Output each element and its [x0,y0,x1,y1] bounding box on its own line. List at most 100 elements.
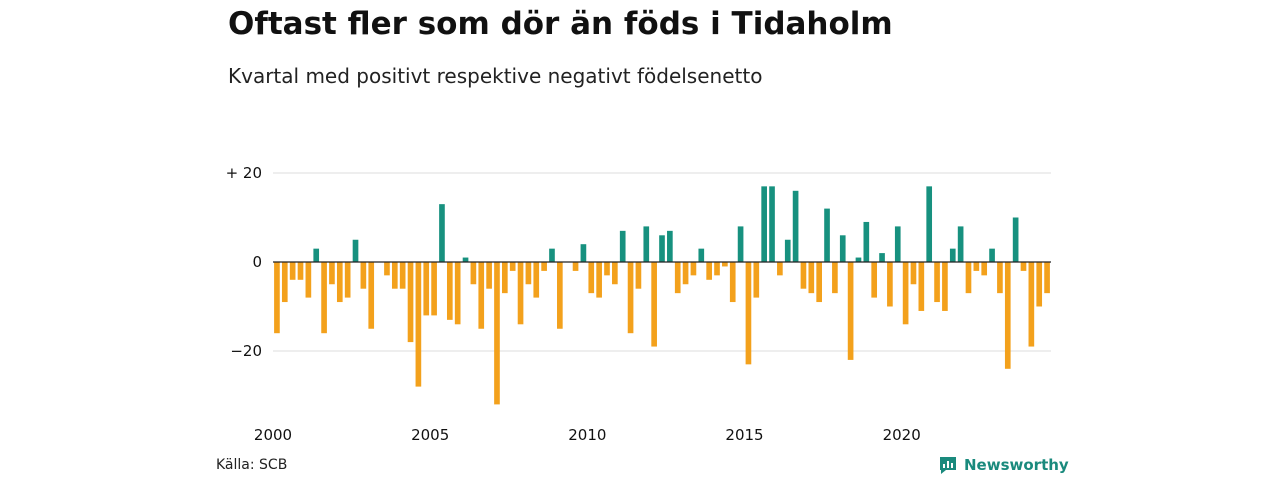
bar [643,226,650,262]
bar [965,262,972,294]
bar [612,262,618,285]
bar [533,262,540,298]
bar [478,262,485,329]
bar [808,262,815,294]
bar [942,262,948,311]
bar [1028,262,1035,347]
bar [336,262,343,303]
bar [439,204,445,262]
bar [737,226,744,262]
bar [305,262,312,298]
y-tick-label: + 20 [226,164,262,182]
source-label: Källa: SCB [216,457,288,473]
chart-title: Oftast fler som dör än föds i Tidaholm [228,6,893,42]
bar [580,244,587,262]
bar [588,262,595,294]
x-tick-label: 2020 [883,426,921,444]
bar [423,262,430,316]
bar [839,235,846,262]
bar [714,262,720,276]
chart-subtitle: Kvartal med positivt respektive negativt… [228,64,763,88]
bar [431,262,437,316]
bar [470,262,477,285]
bar [667,230,673,262]
bar [800,262,807,289]
bar [910,262,917,285]
bar [949,248,956,262]
bar [391,262,398,289]
bar [596,262,602,298]
newsworthy-logo: Newsworthy [938,455,1069,475]
bar [281,262,288,303]
bar [761,186,767,262]
bar [863,221,870,262]
bar [784,239,791,262]
bar [407,262,414,343]
bar [745,262,752,365]
bar [777,262,783,276]
bar [1004,262,1011,369]
bar [1020,262,1027,271]
bar [722,262,728,267]
bar [415,262,422,387]
bar [690,262,697,276]
bar [313,248,320,262]
bar [887,262,893,307]
bar [769,186,775,262]
bar [557,262,563,329]
bar [847,262,854,360]
bar [1044,262,1050,294]
bar [509,262,516,271]
bar [446,262,453,320]
bar [855,257,862,262]
bar [926,186,933,262]
bar [604,262,610,276]
x-tick-label: 2015 [725,426,763,444]
brand-name: Newsworthy [964,456,1069,474]
bar [792,190,799,262]
bar [486,262,492,289]
y-tick-label: 0 [252,253,262,271]
bar [541,262,547,271]
bar [525,262,532,285]
bar [659,235,665,262]
x-tick-label: 2000 [254,426,292,444]
bar [549,248,555,262]
bar [698,248,705,262]
bar [635,262,642,289]
bar [289,262,296,280]
bar [384,262,390,276]
bar [981,262,988,276]
bar [572,262,579,271]
bar [274,262,280,334]
bar [753,262,760,298]
bar [344,262,351,298]
bar [627,262,634,334]
bar [682,262,689,285]
bar [651,262,657,347]
x-tick-label: 2010 [568,426,606,444]
newsworthy-logo-icon [940,457,956,474]
bar [832,262,838,294]
bar [918,262,925,311]
bar [674,262,681,294]
bar [989,248,995,262]
bar [902,262,909,325]
bar [824,208,830,262]
bar [352,239,359,262]
bar [494,262,500,405]
bar [934,262,940,303]
bar [957,226,964,262]
bar [973,262,980,271]
bar [297,262,304,280]
bar [360,262,367,289]
bar [1036,262,1043,307]
bar [997,262,1003,294]
bar [329,262,335,285]
bar [816,262,823,303]
x-tick-label: 2005 [411,426,449,444]
bar [454,262,461,325]
bar [879,253,885,262]
bar [368,262,375,329]
